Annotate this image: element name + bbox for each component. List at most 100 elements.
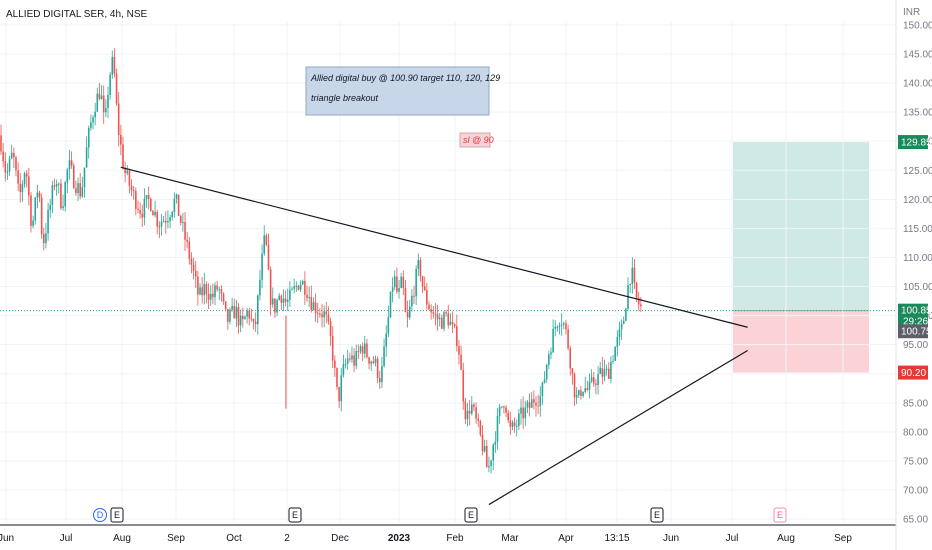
x-tick-label: Aug xyxy=(777,533,795,544)
candle-body xyxy=(423,286,426,291)
earnings-event-icon xyxy=(464,507,478,523)
candle-body xyxy=(319,313,321,315)
candle-body xyxy=(297,285,300,290)
candle-body xyxy=(565,323,567,330)
candle-body xyxy=(513,422,516,427)
candle-body xyxy=(498,407,501,416)
candle-body xyxy=(492,444,494,461)
candle-body xyxy=(389,291,392,318)
candle-body xyxy=(224,301,227,310)
candle-body xyxy=(428,304,430,310)
candle-body xyxy=(122,144,124,169)
candle-body xyxy=(408,306,411,318)
countdown-label: 29:26 xyxy=(903,317,928,328)
candle-body xyxy=(34,197,37,221)
candle-body xyxy=(38,192,41,198)
candle-body xyxy=(293,286,295,289)
candle-body xyxy=(381,366,383,383)
y-tick-label: 110.00 xyxy=(903,253,932,264)
candle-body xyxy=(453,324,456,327)
candle-body xyxy=(539,396,542,407)
candle-body xyxy=(246,310,248,317)
candle-body xyxy=(398,288,400,292)
candle-body xyxy=(366,343,368,358)
candle-body xyxy=(286,299,289,302)
candle-body xyxy=(507,412,509,421)
candle-body xyxy=(449,322,452,326)
candle-body xyxy=(51,185,54,205)
candle-body xyxy=(150,198,152,211)
candle-body xyxy=(471,404,473,414)
candle-body xyxy=(376,358,379,378)
stop-tag-bg xyxy=(898,365,928,380)
candle-body xyxy=(511,422,514,427)
candle-body xyxy=(43,233,45,244)
candle-body xyxy=(137,208,139,210)
candle-body xyxy=(147,195,150,199)
candle-body xyxy=(378,377,381,383)
candle-body xyxy=(622,320,625,324)
candle-body xyxy=(209,293,212,300)
candle-body xyxy=(295,285,298,287)
candle-body xyxy=(62,206,64,209)
candle-body xyxy=(139,209,141,214)
candle-body xyxy=(205,284,208,294)
candle-body xyxy=(252,319,255,322)
candle-body xyxy=(355,351,358,366)
sl-box xyxy=(459,132,491,148)
y-tick-label: 135.00 xyxy=(903,108,932,119)
candle-body xyxy=(331,335,334,361)
candle-body xyxy=(436,314,439,320)
candle-body xyxy=(368,357,370,364)
candle-body xyxy=(96,93,99,112)
candle-body xyxy=(60,183,62,209)
candle-body xyxy=(179,215,182,223)
candle-body xyxy=(413,295,415,297)
candle-body xyxy=(612,360,614,362)
annotations-layer: Allied digital buy @ 100.90 target 110, … xyxy=(305,66,500,148)
candle-body xyxy=(162,220,165,222)
x-tick-label: Mar xyxy=(501,533,519,544)
candle-body xyxy=(235,306,238,319)
candle-body xyxy=(391,287,394,292)
candle-body xyxy=(466,410,469,420)
candle-body xyxy=(464,401,467,420)
candle-body xyxy=(194,270,197,277)
candle-body xyxy=(301,281,304,285)
candle-body xyxy=(23,173,26,185)
candle-body xyxy=(36,192,39,198)
candle-body xyxy=(8,158,11,172)
candle-body xyxy=(575,395,578,398)
y-axis[interactable]: 65.0070.0075.0080.0085.0090.0095.00100.0… xyxy=(895,0,932,550)
candle-body xyxy=(21,184,24,193)
candle-body xyxy=(214,285,216,298)
candle-body xyxy=(528,402,531,408)
candle-body xyxy=(522,407,524,419)
candle-body xyxy=(15,157,17,171)
candle-body xyxy=(49,204,52,211)
candle-body xyxy=(254,321,257,325)
candle-body xyxy=(135,190,137,209)
candle-body xyxy=(250,318,253,320)
candle-body xyxy=(485,445,488,468)
sl-note: sl @ 90 xyxy=(463,135,494,145)
candle-body xyxy=(94,111,96,118)
candle-body xyxy=(616,336,619,348)
y-tick-label: 75.00 xyxy=(903,456,928,467)
candle-body xyxy=(370,361,373,364)
candle-body xyxy=(359,346,362,352)
candle-body xyxy=(338,387,340,402)
y-tick-label: 85.00 xyxy=(903,398,928,409)
candle-body xyxy=(120,134,122,145)
grid-layer xyxy=(0,22,896,522)
candle-body xyxy=(100,95,103,100)
x-tick-label: Aug xyxy=(113,533,131,544)
trendline-descending xyxy=(120,166,748,328)
candle-body xyxy=(248,310,251,319)
x-tick-label: 2023 xyxy=(388,533,411,544)
candle-body xyxy=(47,210,49,234)
earnings-event-label: E xyxy=(292,510,298,520)
note-line-2: triangle breakout xyxy=(311,93,379,103)
